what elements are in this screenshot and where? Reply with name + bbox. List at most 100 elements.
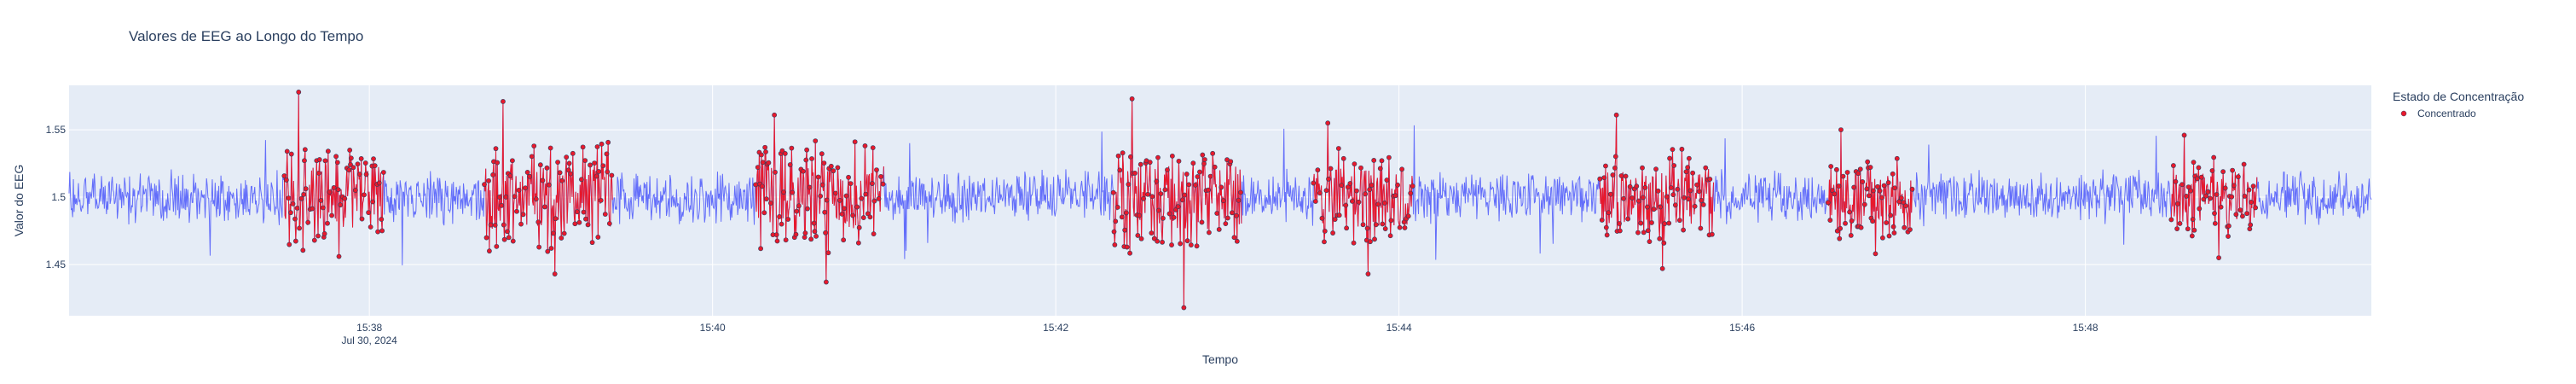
legend-marker-icon: [2400, 110, 2407, 117]
concentrado-point: [371, 156, 376, 162]
concentrado-point: [1655, 188, 1661, 194]
concentrado-point: [1220, 198, 1226, 204]
concentrado-point: [772, 112, 778, 118]
concentrado-point: [1825, 200, 1831, 206]
concentrado-point: [1364, 225, 1370, 231]
concentrado-point: [863, 191, 869, 197]
concentrado-point: [1176, 158, 1182, 164]
concentrado-point: [1231, 235, 1237, 241]
concentrado-point: [1410, 183, 1415, 189]
concentrado-point: [2247, 226, 2253, 232]
concentrado-point: [1117, 167, 1123, 173]
concentrado-point: [1382, 226, 1388, 231]
concentrado-point: [1138, 236, 1144, 241]
concentrado-point: [1603, 163, 1608, 169]
concentrado-point: [1857, 166, 1863, 172]
concentrado-point: [1112, 241, 1118, 247]
concentrado-point: [1184, 172, 1190, 177]
concentrado-point: [1323, 188, 1329, 194]
concentrado-point: [876, 195, 882, 201]
concentrado-point: [507, 173, 513, 179]
concentrado-point: [763, 196, 769, 202]
concentrado-point: [1886, 233, 1892, 239]
concentrado-point: [1126, 182, 1132, 187]
concentrado-point: [1645, 204, 1650, 210]
concentrado-point: [796, 203, 802, 209]
concentrado-point: [1124, 244, 1130, 250]
concentrado-point: [1335, 146, 1341, 151]
concentrado-point: [494, 243, 500, 249]
concentrado-point: [574, 209, 580, 215]
concentrado-point: [1659, 265, 1665, 271]
concentrado-point: [825, 250, 831, 256]
concentrado-point: [495, 160, 501, 166]
concentrado-point: [605, 139, 611, 145]
concentrado-point: [848, 181, 854, 186]
concentrado-point: [1867, 165, 1873, 170]
concentrado-point: [805, 206, 810, 212]
concentrado-point: [1194, 243, 1200, 249]
concentrado-point: [1149, 230, 1155, 236]
concentrado-point: [2194, 176, 2200, 182]
concentrado-point: [315, 170, 321, 176]
concentrado-point: [348, 155, 354, 161]
concentrado-point: [2246, 187, 2252, 193]
concentrado-point: [1201, 157, 1207, 162]
concentrado-point: [2240, 213, 2245, 219]
concentrado-point: [782, 151, 788, 156]
concentrado-point: [1837, 236, 1843, 241]
concentrado-point: [837, 197, 842, 203]
concentrado-point: [559, 236, 564, 241]
concentrado-point: [766, 160, 772, 166]
concentrado-point: [2168, 217, 2174, 223]
concentrado-point: [316, 157, 322, 162]
concentrado-point: [859, 195, 865, 201]
concentrado-point: [1903, 203, 1908, 209]
concentrado-point: [843, 193, 849, 199]
concentrado-point: [1347, 181, 1353, 186]
concentrado-point: [288, 210, 293, 216]
concentrado-point: [2174, 226, 2180, 232]
concentrado-point: [867, 214, 873, 220]
concentrado-point: [822, 209, 828, 215]
concentrado-point: [1315, 167, 1321, 173]
concentrado-point: [290, 201, 296, 207]
concentrado-point: [580, 144, 586, 150]
concentrado-point: [813, 233, 819, 239]
legend[interactable]: Estado de Concentração Concentrado: [2393, 90, 2524, 119]
concentrado-point: [1618, 173, 1624, 178]
concentrado-point: [1372, 236, 1377, 242]
concentrado-segment-line: [1113, 98, 1242, 308]
concentrado-point: [1388, 218, 1394, 224]
concentrado-point: [808, 236, 814, 242]
concentrado-point: [301, 191, 307, 197]
concentrado-point: [350, 165, 356, 171]
concentrado-point: [1686, 196, 1691, 202]
concentrado-point: [1858, 224, 1864, 230]
concentrado-point: [1606, 210, 1612, 216]
concentrado-point: [1344, 225, 1350, 231]
concentrado-point: [523, 185, 528, 191]
concentrado-point: [557, 170, 563, 176]
concentrado-point: [1210, 150, 1216, 156]
concentrado-point: [1175, 204, 1181, 210]
concentrado-point: [874, 167, 879, 172]
concentrado-point: [794, 208, 800, 214]
concentrado-point: [1317, 190, 1323, 196]
concentrado-point: [1658, 204, 1664, 210]
concentrado-point: [1155, 154, 1161, 160]
concentrado-point: [1179, 197, 1185, 203]
concentrado-point: [486, 177, 491, 183]
concentrado-point: [362, 192, 367, 198]
concentrado-point: [585, 222, 591, 228]
concentrado-point: [1339, 183, 1345, 189]
concentrado-point: [1683, 169, 1689, 175]
concentrado-point: [1377, 166, 1383, 172]
legend-item-concentrado[interactable]: Concentrado: [2400, 108, 2476, 119]
concentrado-point: [1690, 170, 1695, 176]
concentrado-point: [2185, 184, 2191, 189]
concentrado-point: [1326, 176, 1331, 182]
concentrado-point: [2196, 165, 2202, 171]
concentrado-point: [1686, 155, 1692, 161]
concentrado-point: [787, 162, 793, 167]
